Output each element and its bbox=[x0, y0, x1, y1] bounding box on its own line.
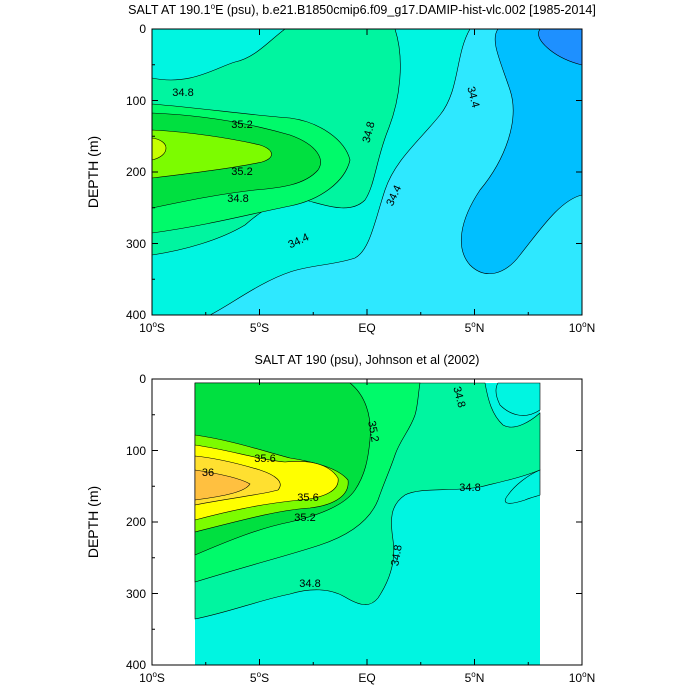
bottom-contour-label: 34.8 bbox=[299, 578, 320, 590]
top-contour-field bbox=[152, 29, 582, 315]
top-contour-label: 35.2 bbox=[231, 119, 252, 131]
top-y-tick-label: 300 bbox=[126, 237, 146, 251]
top-band-35-6 bbox=[152, 137, 167, 161]
bottom-y-tick-label: 400 bbox=[126, 658, 146, 672]
top-y-axis-label: DEPTH (m) bbox=[85, 136, 101, 208]
bottom-contour-label: 35.2 bbox=[365, 420, 381, 443]
top-x-tick-label: 10oN bbox=[569, 320, 595, 335]
bottom-contour-label: 35.6 bbox=[254, 453, 275, 465]
bottom-contour-label: 35.6 bbox=[297, 492, 318, 504]
bottom-y-tick-label: 200 bbox=[126, 515, 146, 529]
top-contour-label: 34.8 bbox=[172, 87, 193, 99]
bottom-band-34-6-north bbox=[495, 382, 541, 416]
top-contour-label: 35.2 bbox=[231, 166, 252, 178]
bottom-x-tick-label: 10oS bbox=[139, 670, 165, 685]
bottom-x-tick-label: 5oN bbox=[465, 670, 485, 685]
top-y-tick-label: 100 bbox=[126, 94, 146, 108]
top-x-tick-label: 10oS bbox=[139, 320, 165, 335]
bottom-x-tick-label: EQ bbox=[358, 671, 375, 685]
bottom-contour-label: 35.2 bbox=[294, 512, 315, 524]
bottom-y-tick-label: 300 bbox=[126, 587, 146, 601]
top-x-tick-label: EQ bbox=[358, 321, 375, 335]
bottom-contour-label: 34.8 bbox=[450, 385, 467, 409]
top-y-ticks bbox=[152, 28, 582, 316]
bottom-band-34-6-north2 bbox=[504, 469, 541, 504]
bottom-y-axis-label: DEPTH (m) bbox=[85, 486, 101, 558]
top-contour-label: 34.8 bbox=[361, 120, 378, 144]
bottom-contour-label: 34.8 bbox=[459, 482, 480, 494]
bottom-contour-field bbox=[194, 382, 541, 665]
top-y-tick-label: 400 bbox=[126, 308, 146, 322]
top-panel-title: SALT AT 190.1oE (psu), b.e21.B1850cmip6.… bbox=[128, 2, 596, 17]
top-x-ticks bbox=[151, 29, 583, 315]
bottom-contour-label: 34.8 bbox=[389, 544, 405, 567]
bottom-y-ticks bbox=[152, 378, 582, 666]
bottom-band-36-0 bbox=[194, 469, 251, 501]
top-x-tick-label: 5oS bbox=[250, 320, 269, 335]
bottom-y-tick-label: 100 bbox=[126, 444, 146, 458]
bottom-x-tick-label: 5oS bbox=[250, 670, 269, 685]
top-band-35-4 bbox=[152, 129, 272, 179]
top-x-tick-label: 5oN bbox=[465, 320, 485, 335]
bottom-panel: SALT AT 190 (psu), Johnson et al (2002) bbox=[85, 353, 595, 685]
top-y-tick-label: 0 bbox=[139, 22, 146, 36]
bottom-panel-title: SALT AT 190 (psu), Johnson et al (2002) bbox=[255, 353, 480, 367]
bottom-y-tick-label: 0 bbox=[139, 372, 146, 386]
bottom-x-ticks bbox=[151, 379, 583, 665]
top-y-tick-label: 200 bbox=[126, 165, 146, 179]
bottom-x-tick-label: 10oN bbox=[569, 670, 595, 685]
top-band-34-0 bbox=[538, 29, 582, 66]
top-band-34-2 bbox=[460, 29, 582, 274]
bottom-contour-label: 36 bbox=[202, 467, 214, 479]
top-panel: SALT AT 190.1oE (psu), b.e21.B1850cmip6.… bbox=[85, 2, 596, 335]
top-contour-label: 34.4 bbox=[464, 85, 481, 109]
top-contour-label: 34.8 bbox=[227, 193, 248, 205]
